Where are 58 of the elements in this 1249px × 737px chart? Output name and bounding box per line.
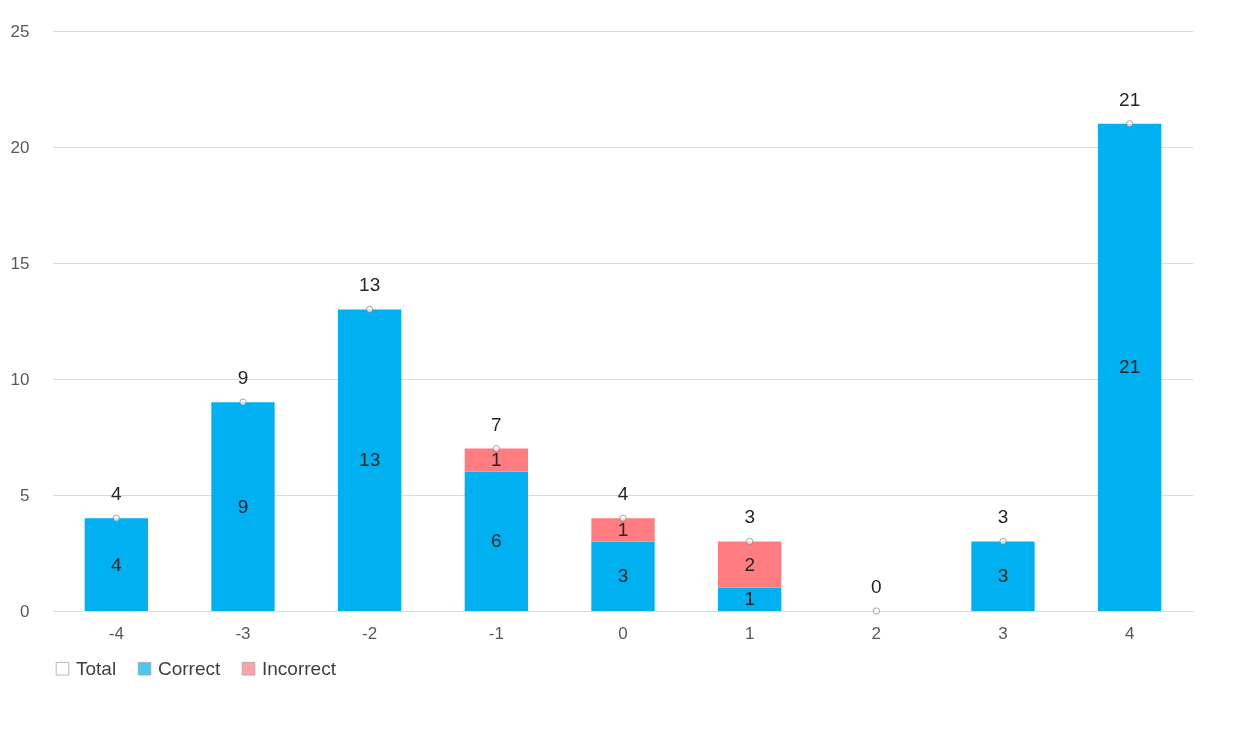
point [999, 537, 1007, 546]
data-label: 6 [491, 530, 502, 552]
bar [971, 541, 1035, 611]
point [112, 514, 120, 522]
y-tick-label: 5 [20, 485, 30, 505]
data-label: 0 [871, 576, 882, 597]
data-label: 4 [111, 483, 123, 505]
x-tick-label: 3 [998, 623, 1008, 643]
data-label: 3 [744, 506, 755, 528]
x-tick-label: 0 [618, 623, 628, 643]
bar [591, 518, 655, 542]
data-label: 9 [237, 367, 249, 389]
x-tick-label: -3 [235, 623, 251, 643]
bar [84, 518, 148, 611]
bar [718, 587, 782, 611]
point [619, 514, 627, 522]
bar [464, 448, 528, 472]
point [492, 444, 500, 453]
point [872, 607, 880, 615]
data-label: 13 [359, 449, 381, 471]
data-label: 3 [617, 565, 629, 587]
x-tick-label: -4 [108, 623, 124, 643]
data-label: 21 [1119, 88, 1141, 110]
data-label: 7 [491, 413, 502, 435]
y-tick-label: 0 [20, 601, 30, 621]
data-label: 1 [491, 449, 502, 471]
data-label: 3 [997, 506, 1009, 528]
point [1126, 120, 1134, 128]
bar [338, 309, 402, 611]
x-tick-label: 4 [1124, 623, 1135, 643]
x-tick-label: -1 [488, 623, 504, 643]
bar [211, 402, 275, 611]
data-label: 4 [617, 483, 629, 505]
legend-label: Correct [158, 657, 222, 679]
legend-label: Incorrect [262, 657, 337, 679]
data-label: 3 [997, 565, 1009, 587]
y-tick-label: 15 [10, 253, 30, 273]
point [366, 305, 374, 314]
bar [464, 471, 528, 611]
data-label: 1 [617, 518, 629, 540]
data-label: 21 [1119, 356, 1141, 378]
point [239, 398, 247, 406]
x-tick-label: -2 [362, 623, 378, 643]
point [746, 537, 754, 546]
bar [718, 541, 782, 588]
y-tick-label: 20 [10, 137, 30, 157]
x-tick-label: 1 [744, 623, 755, 643]
data-label: 9 [237, 495, 249, 517]
y-tick-label: 10 [10, 369, 30, 389]
legend-label: Total [76, 657, 117, 679]
data-label: 13 [359, 274, 381, 296]
bar [1098, 123, 1162, 611]
bar [591, 541, 655, 611]
data-label: 4 [111, 553, 123, 575]
y-tick-label: 25 [10, 21, 30, 41]
data-label: 2 [744, 553, 755, 575]
x-tick-label: 2 [871, 623, 882, 643]
data-label: 1 [744, 588, 755, 610]
